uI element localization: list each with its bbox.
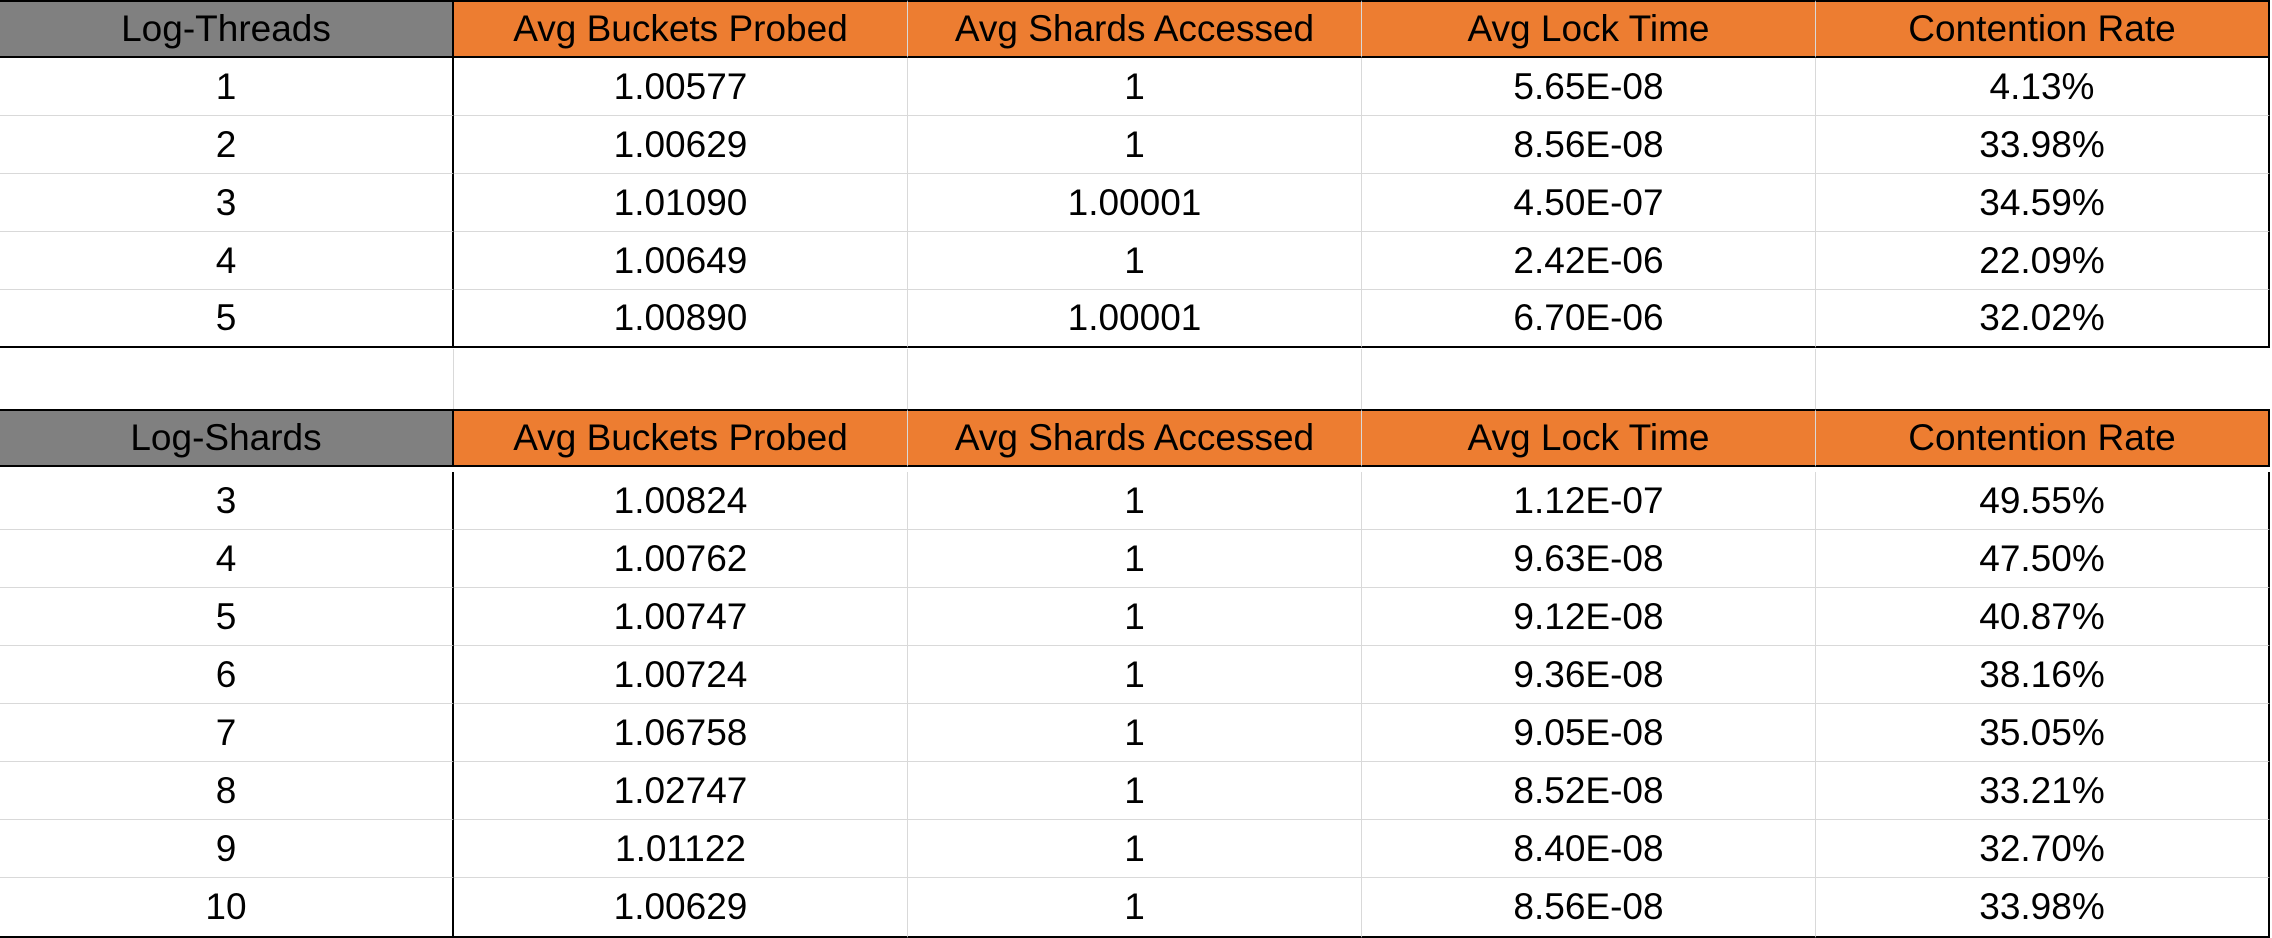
empty-cell[interactable] xyxy=(454,349,908,409)
table-cell[interactable]: 8.52E-08 xyxy=(1362,762,1816,820)
table-cell[interactable]: 5.65E-08 xyxy=(1362,58,1816,116)
table-cell[interactable]: 1.01122 xyxy=(454,820,908,878)
table-cell[interactable]: 9.63E-08 xyxy=(1362,530,1816,588)
header-cell[interactable]: Avg Lock Time xyxy=(1362,0,1816,58)
table-cell[interactable]: 1.00747 xyxy=(454,588,908,646)
header-cell[interactable]: Avg Buckets Probed xyxy=(454,0,908,58)
table-cell[interactable]: 9.12E-08 xyxy=(1362,588,1816,646)
header-cell[interactable]: Log-Shards xyxy=(0,409,454,467)
table-row: 9 1.01122 1 8.40E-08 32.70% xyxy=(0,820,2270,878)
table-cell[interactable]: 1.00762 xyxy=(454,530,908,588)
table-cell[interactable]: 1.00724 xyxy=(454,646,908,704)
header-cell[interactable]: Contention Rate xyxy=(1816,0,2270,58)
table-row: 2 1.00629 1 8.56E-08 33.98% xyxy=(0,116,2270,174)
table-cell[interactable]: 2.42E-06 xyxy=(1362,232,1816,290)
table-row: 7 1.06758 1 9.05E-08 35.05% xyxy=(0,704,2270,762)
table-cell[interactable]: 4 xyxy=(0,530,454,588)
table-cell[interactable]: 9.05E-08 xyxy=(1362,704,1816,762)
table-cell[interactable]: 1.00577 xyxy=(454,58,908,116)
table-cell[interactable]: 32.02% xyxy=(1816,290,2270,348)
table-cell[interactable]: 1.00001 xyxy=(908,174,1362,232)
threads-header-row: Log-Threads Avg Buckets Probed Avg Shard… xyxy=(0,0,2270,58)
table-cell[interactable]: 4.13% xyxy=(1816,58,2270,116)
table-cell[interactable]: 6.70E-06 xyxy=(1362,290,1816,348)
table-cell[interactable]: 3 xyxy=(0,472,454,530)
table-cell[interactable]: 1 xyxy=(908,530,1362,588)
table-cell[interactable]: 2 xyxy=(0,116,454,174)
table-cell[interactable]: 8.40E-08 xyxy=(1362,820,1816,878)
table-cell[interactable]: 10 xyxy=(0,878,454,938)
table-row: 3 1.01090 1.00001 4.50E-07 34.59% xyxy=(0,174,2270,232)
table-cell[interactable]: 1 xyxy=(908,704,1362,762)
header-cell[interactable]: Avg Shards Accessed xyxy=(908,0,1362,58)
table-cell[interactable]: 34.59% xyxy=(1816,174,2270,232)
table-cell[interactable]: 4.50E-07 xyxy=(1362,174,1816,232)
table-row: 5 1.00890 1.00001 6.70E-06 32.02% xyxy=(0,290,2270,348)
table-cell[interactable]: 1.00649 xyxy=(454,232,908,290)
table-cell[interactable]: 9 xyxy=(0,820,454,878)
table-cell[interactable]: 33.98% xyxy=(1816,878,2270,938)
table-cell[interactable]: 1.02747 xyxy=(454,762,908,820)
table-row: 8 1.02747 1 8.52E-08 33.21% xyxy=(0,762,2270,820)
table-cell[interactable]: 1.00629 xyxy=(454,878,908,938)
table-row: 4 1.00762 1 9.63E-08 47.50% xyxy=(0,530,2270,588)
table-cell[interactable]: 1 xyxy=(908,58,1362,116)
shards-header-row: Log-Shards Avg Buckets Probed Avg Shards… xyxy=(0,409,2270,467)
table-cell[interactable]: 49.55% xyxy=(1816,472,2270,530)
blank-row xyxy=(0,349,2270,409)
table-row: 5 1.00747 1 9.12E-08 40.87% xyxy=(0,588,2270,646)
table-cell[interactable]: 33.21% xyxy=(1816,762,2270,820)
table-cell[interactable]: 9.36E-08 xyxy=(1362,646,1816,704)
table-cell[interactable]: 1.00890 xyxy=(454,290,908,348)
table-cell[interactable]: 35.05% xyxy=(1816,704,2270,762)
table-row: 1 1.00577 1 5.65E-08 4.13% xyxy=(0,58,2270,116)
header-cell[interactable]: Log-Threads xyxy=(0,0,454,58)
table-cell[interactable]: 22.09% xyxy=(1816,232,2270,290)
table-cell[interactable]: 5 xyxy=(0,290,454,348)
empty-cell[interactable] xyxy=(1362,349,1816,409)
table-cell[interactable]: 4 xyxy=(0,232,454,290)
table-row: 4 1.00649 1 2.42E-06 22.09% xyxy=(0,232,2270,290)
table-cell[interactable]: 1 xyxy=(908,762,1362,820)
table-row: 6 1.00724 1 9.36E-08 38.16% xyxy=(0,646,2270,704)
table-cell[interactable]: 3 xyxy=(0,174,454,232)
table-cell[interactable]: 1 xyxy=(0,58,454,116)
table-row: 10 1.00629 1 8.56E-08 33.98% xyxy=(0,878,2270,938)
table-cell[interactable]: 38.16% xyxy=(1816,646,2270,704)
table-cell[interactable]: 1 xyxy=(908,472,1362,530)
table-cell[interactable]: 1 xyxy=(908,116,1362,174)
table-cell[interactable]: 7 xyxy=(0,704,454,762)
table-cell[interactable]: 8.56E-08 xyxy=(1362,116,1816,174)
header-cell[interactable]: Avg Buckets Probed xyxy=(454,409,908,467)
table-cell[interactable]: 1.00629 xyxy=(454,116,908,174)
table-cell[interactable]: 6 xyxy=(0,646,454,704)
table-cell[interactable]: 8.56E-08 xyxy=(1362,878,1816,938)
empty-cell[interactable] xyxy=(1816,349,2270,409)
header-cell[interactable]: Avg Lock Time xyxy=(1362,409,1816,467)
header-cell[interactable]: Avg Shards Accessed xyxy=(908,409,1362,467)
table-cell[interactable]: 1.01090 xyxy=(454,174,908,232)
table-cell[interactable]: 1.06758 xyxy=(454,704,908,762)
table-cell[interactable]: 8 xyxy=(0,762,454,820)
table-cell[interactable]: 1 xyxy=(908,588,1362,646)
table-row: 3 1.00824 1 1.12E-07 49.55% xyxy=(0,472,2270,530)
table-cell[interactable]: 1 xyxy=(908,820,1362,878)
table-cell[interactable]: 47.50% xyxy=(1816,530,2270,588)
table-cell[interactable]: 40.87% xyxy=(1816,588,2270,646)
table-cell[interactable]: 5 xyxy=(0,588,454,646)
table-cell[interactable]: 33.98% xyxy=(1816,116,2270,174)
table-cell[interactable]: 1.00001 xyxy=(908,290,1362,348)
empty-cell[interactable] xyxy=(908,349,1362,409)
table-cell[interactable]: 1 xyxy=(908,878,1362,938)
table-cell[interactable]: 1 xyxy=(908,646,1362,704)
table-cell[interactable]: 1.12E-07 xyxy=(1362,472,1816,530)
table-cell[interactable]: 1.00824 xyxy=(454,472,908,530)
empty-cell[interactable] xyxy=(0,349,454,409)
table-cell[interactable]: 1 xyxy=(908,232,1362,290)
header-cell[interactable]: Contention Rate xyxy=(1816,409,2270,467)
table-cell[interactable]: 32.70% xyxy=(1816,820,2270,878)
